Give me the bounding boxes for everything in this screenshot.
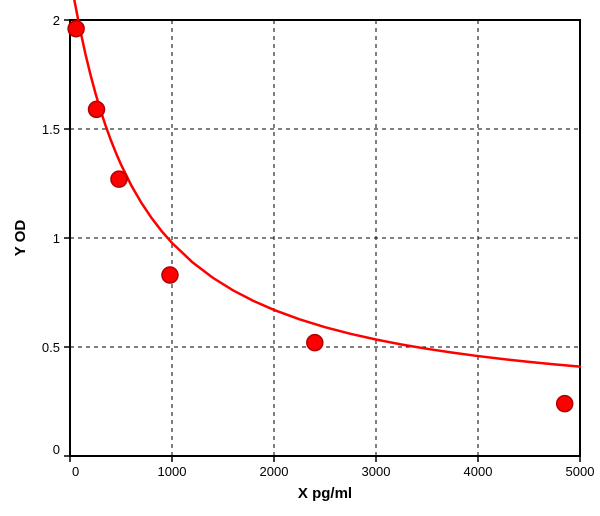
- data-point: [111, 171, 127, 187]
- x-axis-label: X pg/ml: [298, 485, 352, 502]
- y-tick-label: 0.5: [42, 340, 60, 355]
- y-tick-label: 0: [53, 442, 60, 457]
- y-axis-label: Y OD: [12, 220, 29, 257]
- data-point: [89, 101, 105, 117]
- data-point: [307, 335, 323, 351]
- y-tick-label: 2: [53, 13, 60, 28]
- y-tick-label: 1: [53, 231, 60, 246]
- x-tick-label: 5000: [566, 464, 595, 479]
- x-tick-label: 3000: [362, 464, 391, 479]
- x-tick-label: 0: [72, 464, 79, 479]
- chart-container: 0 1000 2000 3000 4000 5000 0 0.5 1 1.5 2 X pg/ml Y O…: [0, 0, 600, 516]
- y-tick-label: 1.5: [42, 122, 60, 137]
- x-tick-label: 4000: [464, 464, 493, 479]
- data-point: [557, 396, 573, 412]
- data-point: [68, 21, 84, 37]
- calibration-chart: 0 1000 2000 3000 4000 5000 0 0.5 1 1.5 2 X pg/ml Y O…: [0, 0, 600, 516]
- data-point: [162, 267, 178, 283]
- x-tick-label: 2000: [260, 464, 289, 479]
- x-tick-label: 1000: [158, 464, 187, 479]
